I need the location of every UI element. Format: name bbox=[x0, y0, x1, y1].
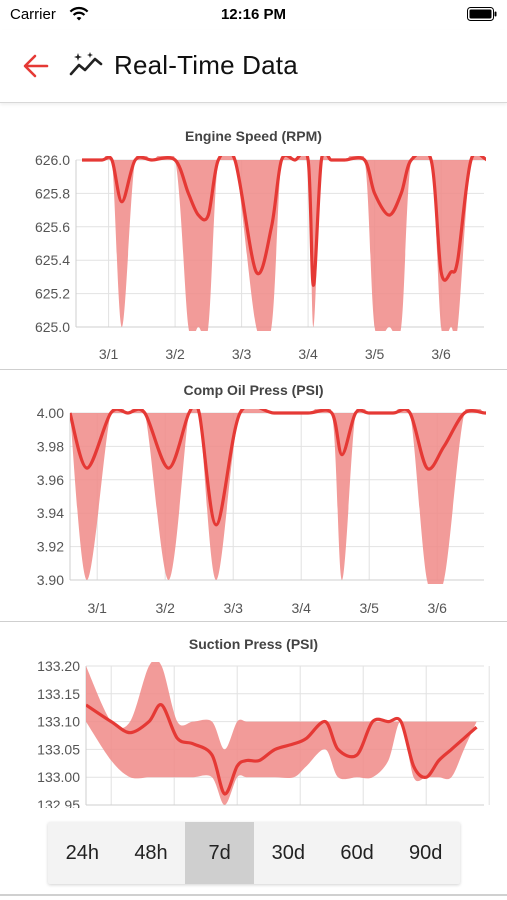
y-tick-label: 625.8 bbox=[35, 185, 70, 201]
series-line bbox=[70, 409, 486, 527]
range-button-7d[interactable]: 7d bbox=[185, 822, 255, 884]
comp-oil-press-plot: 4.00 3.98 3.96 3.94 3.92 3.90 3/1 3/2 3/3 3/4 3/5 3… bbox=[37, 405, 486, 616]
status-time: 12:16 PM bbox=[220, 6, 287, 23]
x-tick-label: 3/4 bbox=[291, 600, 311, 616]
status-bar: Carrier 12:16 PM bbox=[0, 0, 507, 30]
x-tick-label: 3/3 bbox=[223, 600, 243, 616]
y-tick-label: 625.6 bbox=[35, 219, 70, 235]
comp-oil-press-chart: Comp Oil Press (PSI) 4.00 3.98 3.96 3.94 3.9… bbox=[0, 370, 507, 622]
chart-divider bbox=[0, 621, 507, 622]
x-tick-label: 3/3 bbox=[232, 346, 252, 362]
range-band bbox=[70, 409, 486, 584]
y-tick-label: 626.0 bbox=[35, 152, 70, 168]
y-tick-label: 625.2 bbox=[35, 286, 70, 302]
y-tick-label: 3.92 bbox=[37, 539, 64, 555]
y-tick-label: 3.94 bbox=[37, 505, 64, 521]
x-tick-label: 3/5 bbox=[365, 346, 385, 362]
range-band bbox=[82, 156, 486, 331]
bottom-divider bbox=[0, 894, 507, 896]
range-button-24h[interactable]: 24h bbox=[65, 841, 100, 864]
carrier-label: Carrier bbox=[10, 6, 56, 23]
engine-speed-plot: 626.0 625.8 625.6 625.4 625.2 625.0 3/1 3/2 3/3 3… bbox=[35, 152, 486, 362]
time-range-selector: 24h 48h 7d 30d 60d 90d bbox=[48, 822, 460, 884]
arrow-left-icon[interactable] bbox=[22, 52, 50, 80]
y-tick-label: 625.0 bbox=[35, 319, 70, 335]
x-tick-label: 3/6 bbox=[427, 600, 447, 616]
y-tick-label: 3.98 bbox=[37, 438, 64, 454]
y-tick-label: 133.00 bbox=[37, 769, 80, 785]
x-tick-label: 3/5 bbox=[359, 600, 379, 616]
y-tick-label: 4.00 bbox=[37, 405, 64, 421]
range-button-48h[interactable]: 48h bbox=[134, 841, 168, 864]
y-tick-label: 3.96 bbox=[37, 472, 64, 488]
chart-title: Suction Press (PSI) bbox=[188, 636, 319, 652]
range-button-90d[interactable]: 90d bbox=[409, 841, 443, 864]
y-tick-label: 133.20 bbox=[37, 658, 80, 674]
x-tick-label: 3/1 bbox=[99, 346, 119, 362]
y-tick-label: 132.95 bbox=[37, 797, 80, 808]
y-tick-label: 3.90 bbox=[37, 572, 64, 588]
x-tick-label: 3/6 bbox=[431, 346, 451, 362]
sparkline-icon bbox=[69, 52, 103, 76]
y-tick-label: 133.10 bbox=[37, 714, 80, 730]
engine-speed-chart: Engine Speed (RPM) 626.0 625.8 625.6 625.4 6… bbox=[0, 104, 507, 370]
suction-press-plot: 133.20 133.15 133.10 133.05 133.00 132.95 bbox=[37, 658, 490, 808]
suction-press-chart: Suction Press (PSI) 133.20 133.15 133.10 13… bbox=[0, 622, 507, 808]
y-tick-label: 133.15 bbox=[37, 686, 80, 702]
range-button-60d[interactable]: 60d bbox=[340, 841, 374, 864]
x-tick-label: 3/2 bbox=[165, 346, 185, 362]
chart-title: Engine Speed (RPM) bbox=[185, 128, 322, 144]
x-tick-label: 3/2 bbox=[155, 600, 175, 616]
chart-title: Comp Oil Press (PSI) bbox=[183, 382, 324, 398]
app-header: Real-Time Data bbox=[0, 30, 507, 103]
y-tick-label: 625.4 bbox=[35, 252, 70, 268]
series-line bbox=[86, 703, 478, 796]
y-tick-label: 133.05 bbox=[37, 741, 80, 757]
series-line bbox=[82, 156, 486, 287]
wifi-icon bbox=[69, 6, 89, 21]
x-tick-label: 3/1 bbox=[87, 600, 107, 616]
x-tick-label: 3/4 bbox=[298, 346, 318, 362]
range-button-30d[interactable]: 30d bbox=[271, 841, 306, 864]
battery-icon bbox=[467, 7, 497, 21]
range-band bbox=[86, 662, 477, 805]
page-title: Real-Time Data bbox=[114, 50, 298, 80]
chart-divider bbox=[0, 369, 507, 370]
